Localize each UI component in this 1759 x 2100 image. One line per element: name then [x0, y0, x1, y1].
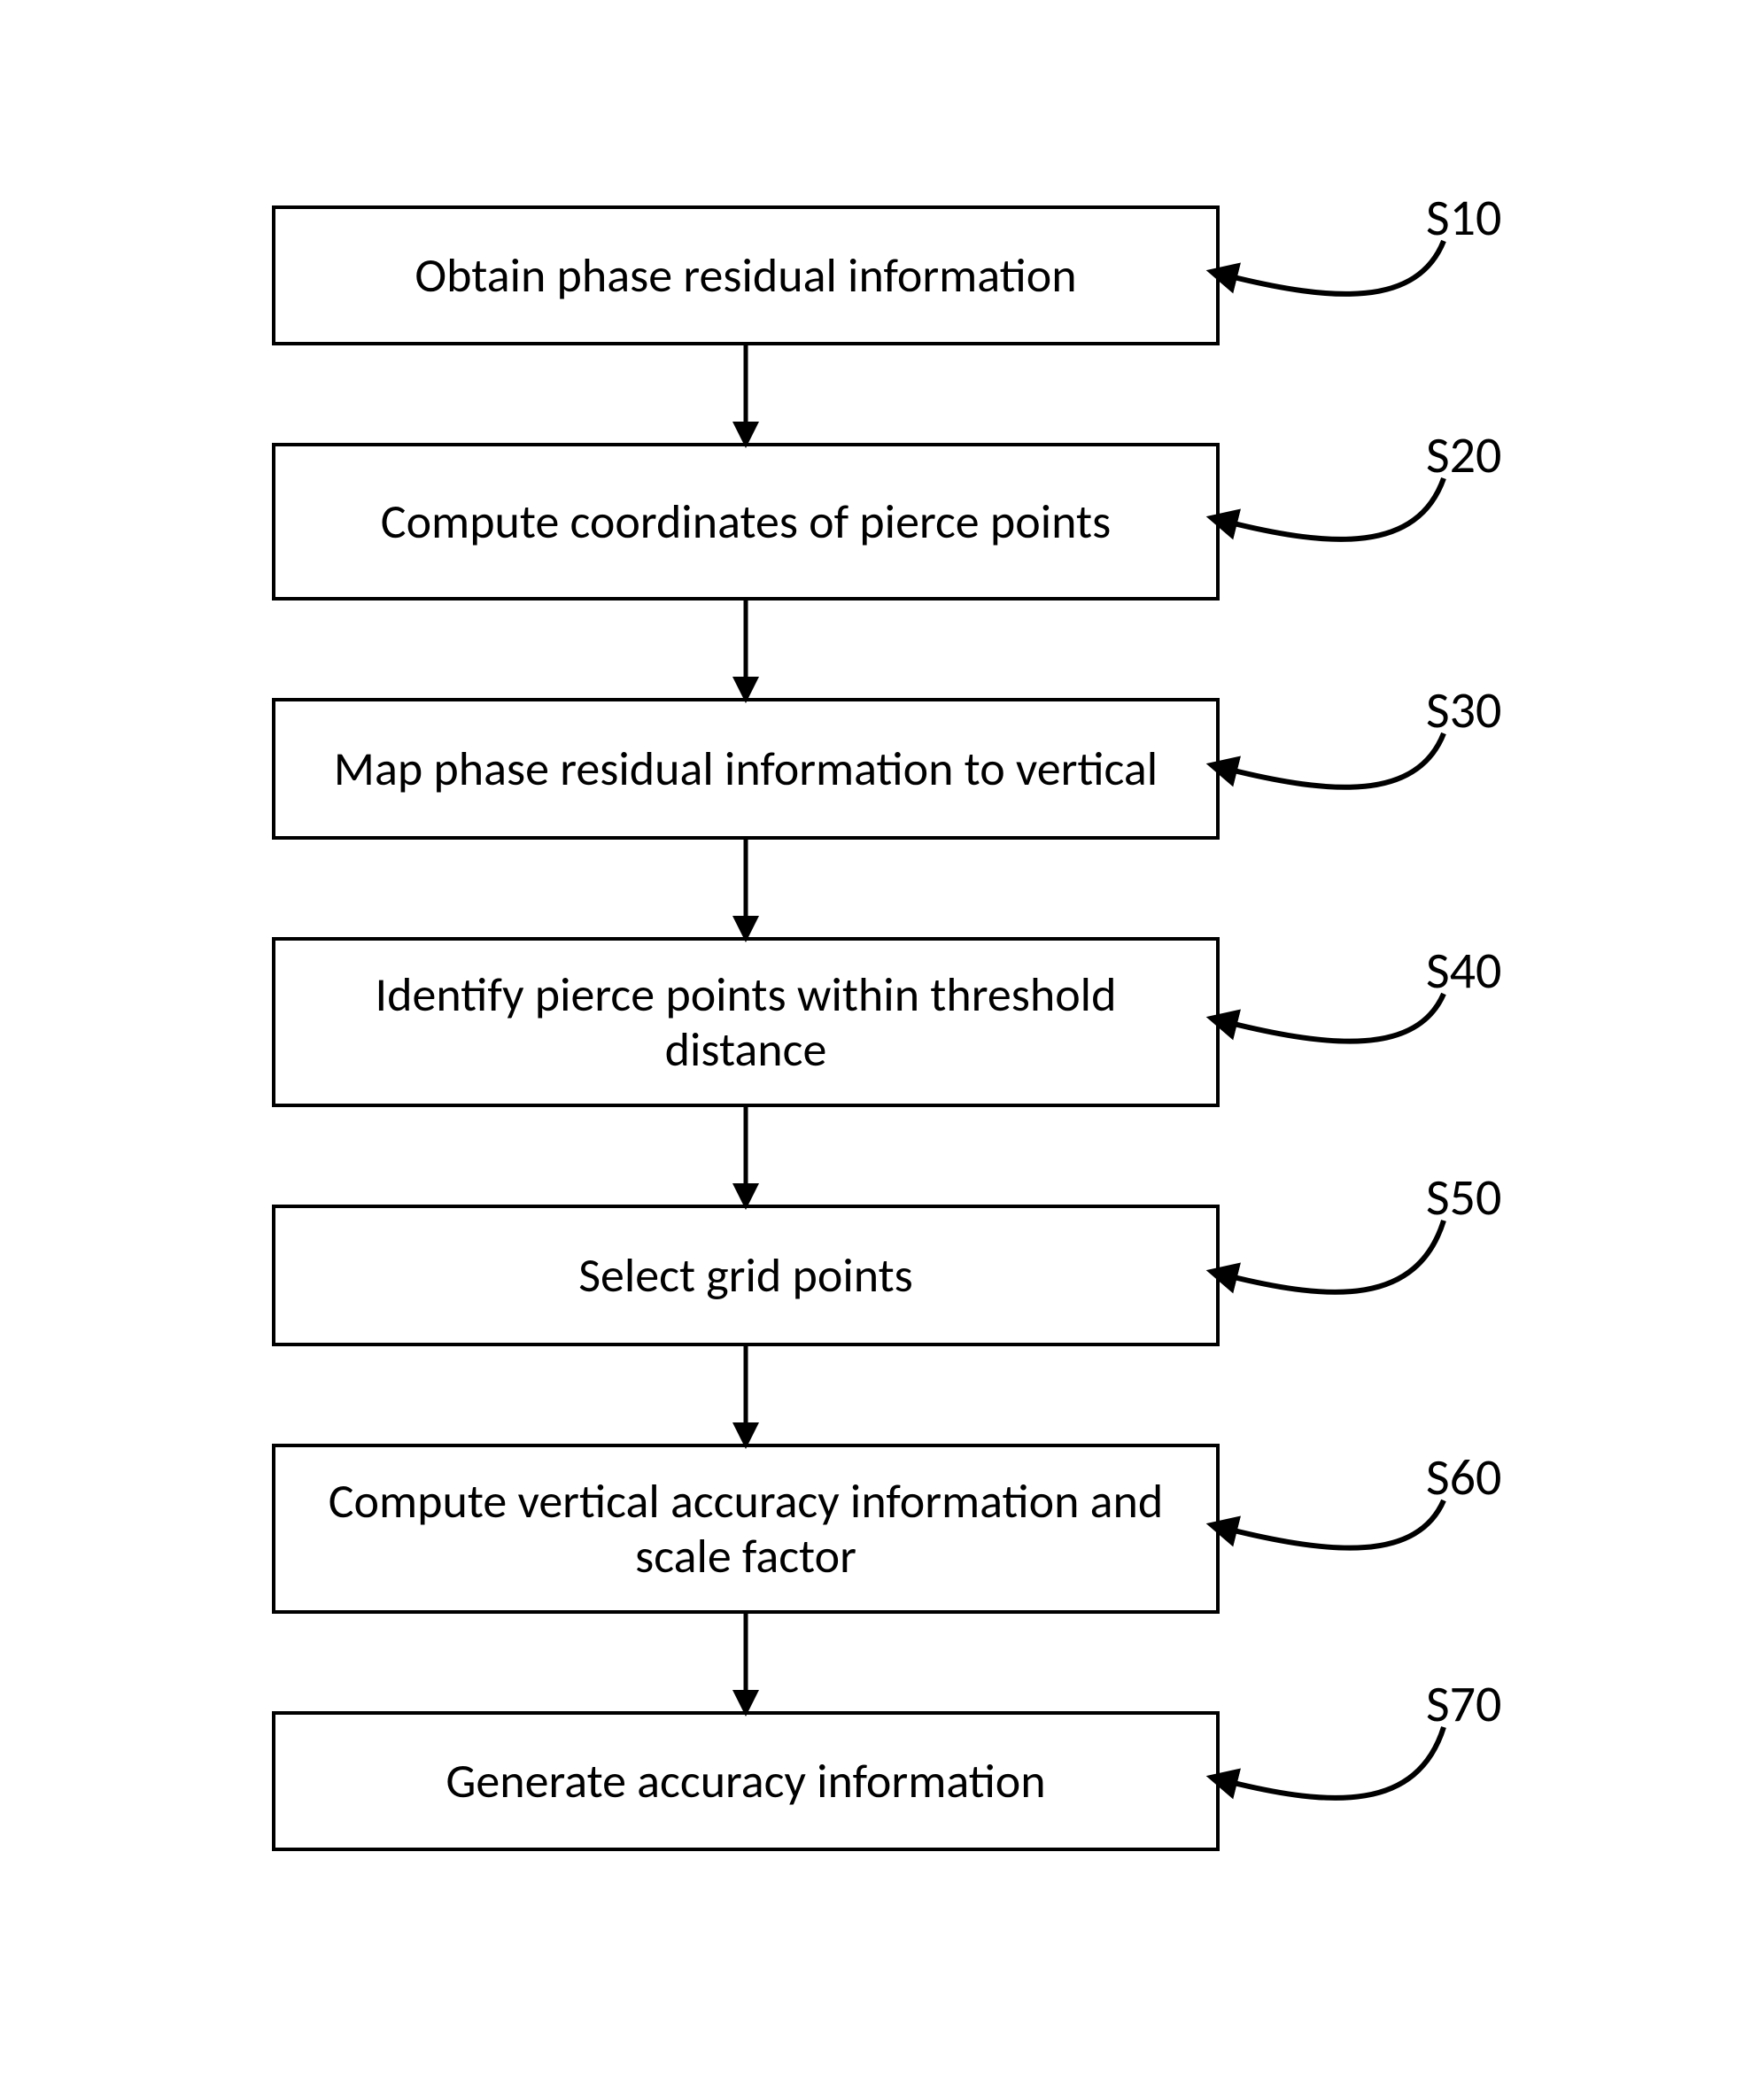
step-label: S10 — [1426, 186, 1501, 249]
step-label: S20 — [1426, 423, 1501, 486]
flow-step-text: Identify pierce points within threshold … — [293, 967, 1198, 1077]
flow-step-box: Compute vertical accuracy information an… — [272, 1444, 1220, 1614]
step-label: S40 — [1426, 939, 1501, 1002]
step-label: S50 — [1426, 1166, 1501, 1228]
label-connector-curve — [1227, 1220, 1444, 1292]
step-label: S30 — [1426, 678, 1501, 741]
label-connector-curve — [1227, 478, 1444, 539]
flow-step-text: Map phase residual information to vertic… — [334, 741, 1158, 796]
flow-step-box: Select grid points — [272, 1205, 1220, 1346]
flow-step-box: Obtain phase residual information — [272, 205, 1220, 345]
step-label: S70 — [1426, 1672, 1501, 1735]
flow-step-box: Compute coordinates of pierce points — [272, 443, 1220, 601]
flow-step-box: Identify pierce points within threshold … — [272, 937, 1220, 1107]
flow-step-text: Compute coordinates of pierce points — [381, 494, 1111, 549]
flow-step-text: Select grid points — [578, 1248, 913, 1303]
label-connector-curve — [1227, 733, 1444, 787]
label-connector-curve — [1227, 1500, 1444, 1548]
flow-step-box: Generate accuracy information — [272, 1711, 1220, 1851]
flow-step-text: Obtain phase residual information — [415, 248, 1076, 303]
label-connector-curve — [1227, 241, 1444, 294]
label-connector-curve — [1227, 994, 1444, 1042]
flow-step-box: Map phase residual information to vertic… — [272, 698, 1220, 840]
step-label: S60 — [1426, 1445, 1501, 1508]
flow-step-text: Generate accuracy information — [446, 1754, 1045, 1809]
flow-step-text: Compute vertical accuracy information an… — [293, 1474, 1198, 1584]
label-connector-curve — [1227, 1727, 1444, 1798]
